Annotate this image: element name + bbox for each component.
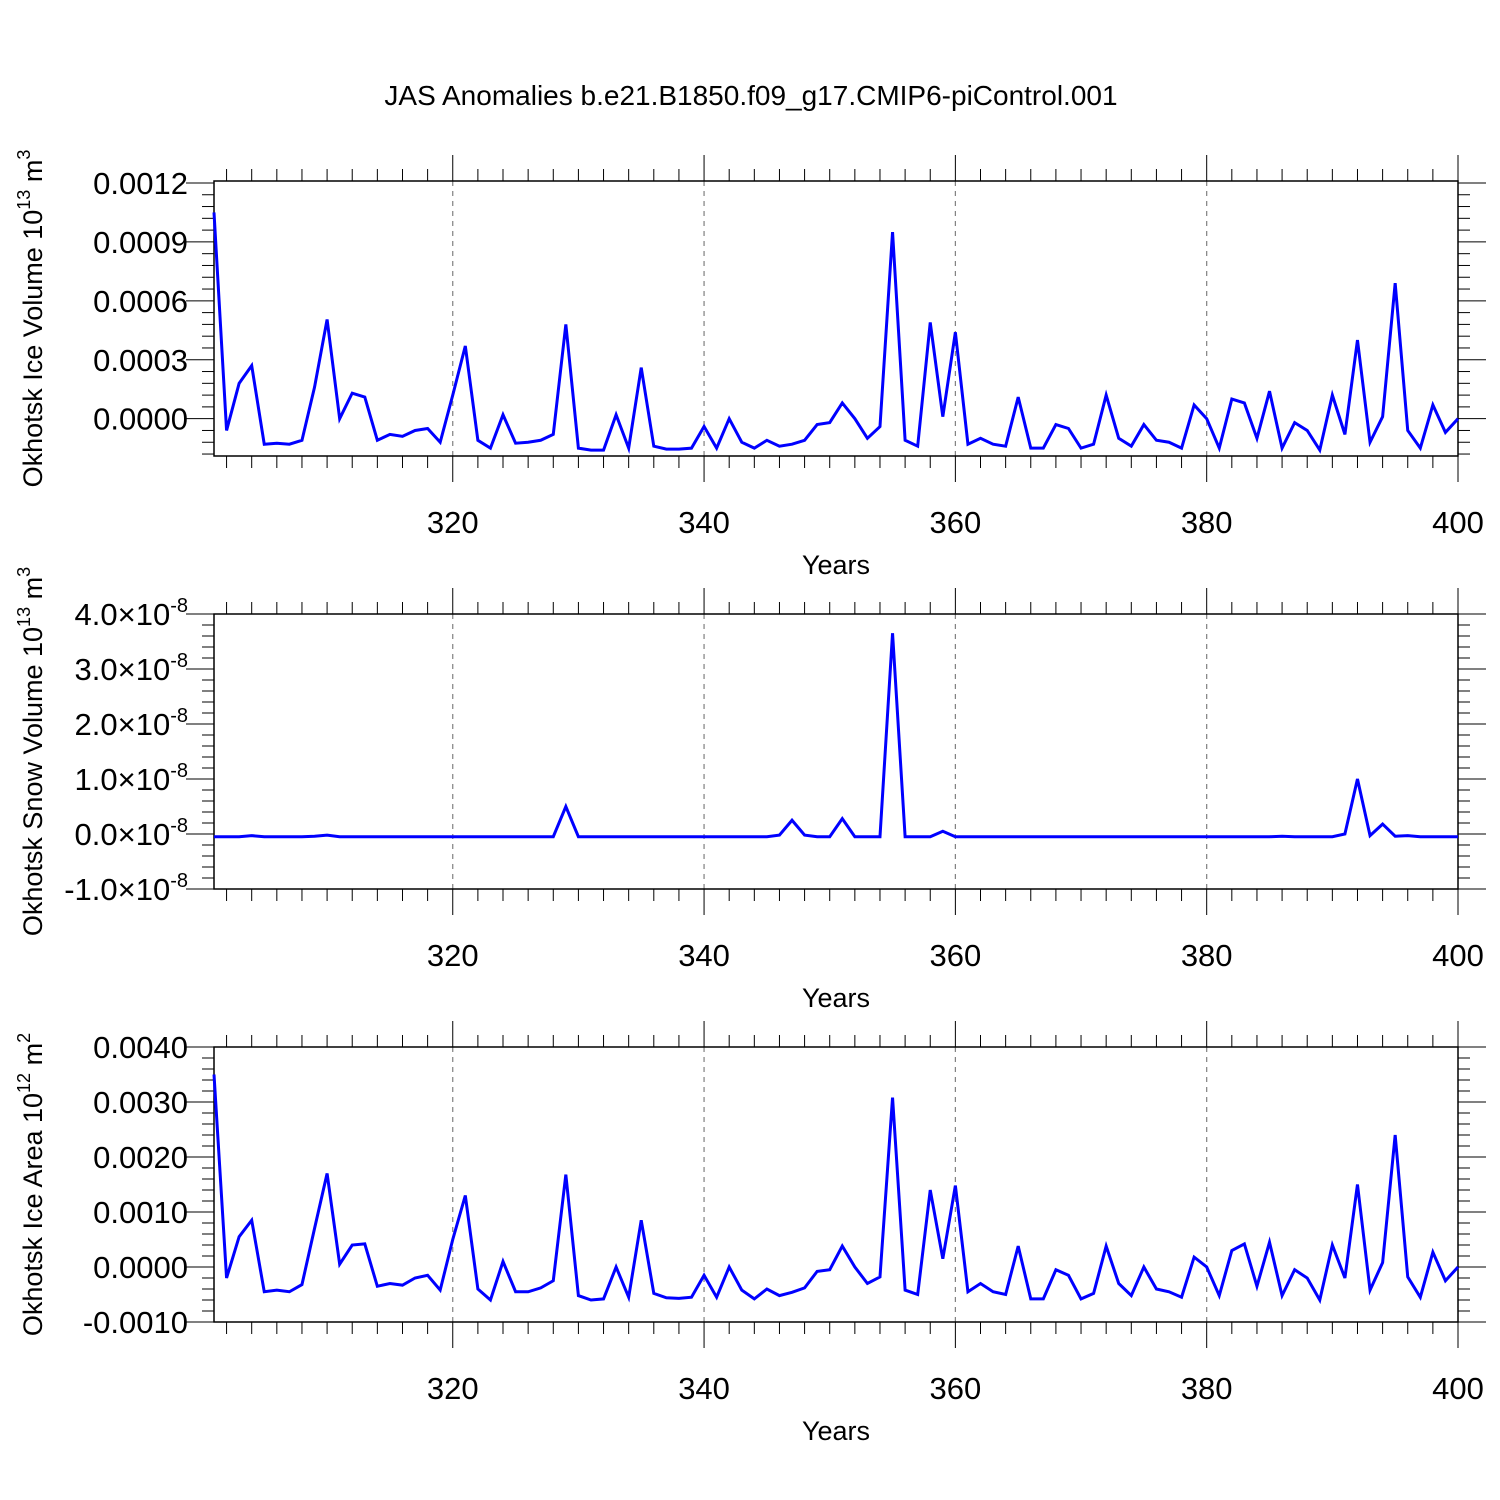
x-tick-label: 360 (930, 505, 982, 540)
panel-ice-volume: 320 340 360 380 400 0.0000 0.0003 0.0006 0.0009 0… (14, 150, 1486, 580)
x-tick-label: 340 (678, 505, 730, 540)
x-tick-label: 400 (1432, 1371, 1484, 1406)
y-tick-label: 0.0003 (93, 343, 188, 378)
y-axis-label: Okhotsk Ice Area 1012 m2 (14, 1033, 48, 1336)
series-line (212, 212, 1460, 455)
panel-ice-area: 320 340 360 380 400 -0.0010 0.0000 0.0010 0.0020… (14, 1021, 1486, 1446)
y-axis-label: Okhotsk Snow Volume 1013 m3 (14, 567, 48, 936)
y-tick-label: 0.0030 (93, 1085, 188, 1120)
y-tick-label: 0.0010 (93, 1195, 188, 1230)
x-tick-label: 340 (678, 938, 730, 973)
x-axis-label: Years (802, 983, 870, 1013)
y-tick-label: 2.0×10-8 (75, 705, 188, 742)
x-tick-label: 360 (930, 938, 982, 973)
series-line (214, 633, 1458, 839)
y-tick-label: 0.0000 (93, 402, 188, 437)
y-tick-label: -1.0×10-8 (64, 870, 188, 907)
figure-title: JAS Anomalies b.e21.B1850.f09_g17.CMIP6-… (384, 80, 1117, 111)
x-tick-label: 380 (1181, 938, 1233, 973)
x-tick-label: 320 (427, 505, 479, 540)
x-tick-label: 340 (678, 1371, 730, 1406)
x-tick-label: 360 (930, 1371, 982, 1406)
y-tick-label: 0.0009 (93, 225, 188, 260)
y-tick-label: 0.0040 (93, 1030, 188, 1065)
x-axis-label: Years (802, 1416, 870, 1446)
y-tick-label: 3.0×10-8 (75, 650, 188, 687)
y-tick-label: 0.0×10-8 (75, 815, 188, 852)
series-line (212, 1074, 1460, 1305)
x-tick-label: 320 (427, 1371, 479, 1406)
x-tick-label: 380 (1181, 505, 1233, 540)
y-tick-label: 0.0006 (93, 284, 188, 319)
plot-frame (213, 180, 1459, 457)
y-tick-label: 0.0012 (93, 166, 188, 201)
x-tick-label: 400 (1432, 505, 1484, 540)
plot-frame (213, 1046, 1459, 1323)
y-tick-label: 0.0000 (93, 1250, 188, 1285)
plot-frame (213, 613, 1459, 890)
panel-snow-volume: 320 340 360 380 400 -1.0×10-8 0.0×10-8 1.0×10-8… (14, 567, 1486, 1013)
y-tick-label: 0.0020 (93, 1140, 188, 1175)
y-axis-label: Okhotsk Ice Volume 1013 m3 (14, 150, 48, 488)
x-tick-label: 380 (1181, 1371, 1233, 1406)
y-tick-label: -0.0010 (83, 1305, 188, 1340)
x-tick-label: 320 (427, 938, 479, 973)
x-tick-label: 400 (1432, 938, 1484, 973)
x-axis-label: Years (802, 550, 870, 580)
y-tick-label: 4.0×10-8 (75, 595, 188, 632)
y-tick-label: 1.0×10-8 (75, 760, 188, 797)
